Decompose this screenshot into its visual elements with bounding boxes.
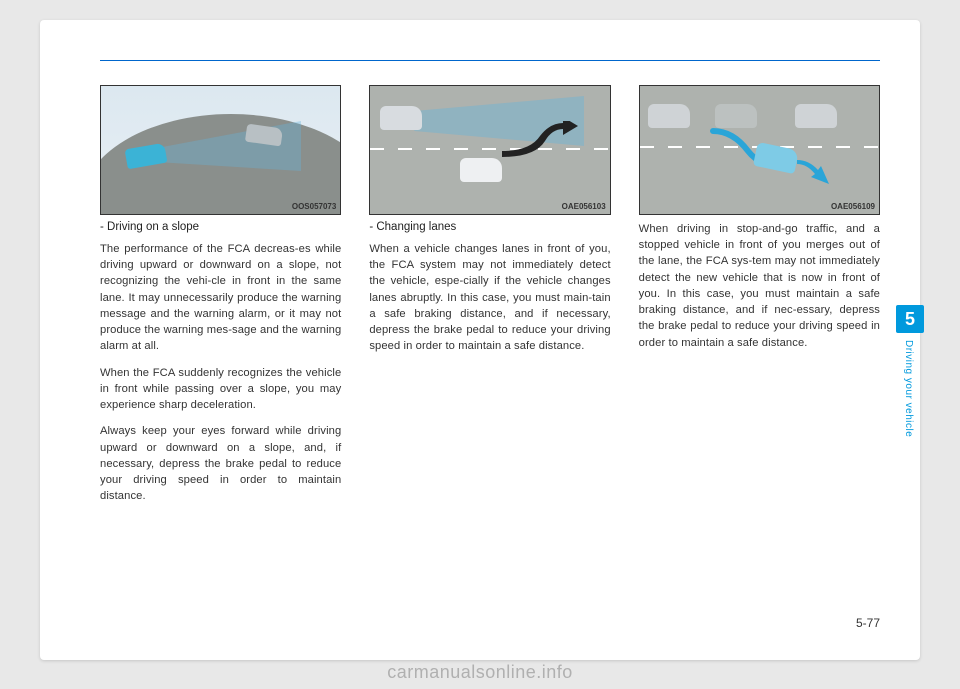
watermark: carmanualsonline.info [387,662,573,683]
chapter-label: Driving your vehicle [903,340,914,437]
header-rule [100,60,880,61]
lane-change-arrow-icon [500,121,580,161]
figure-label: OAE056103 [562,202,606,211]
paragraph: When a vehicle changes lanes in front of… [369,241,610,355]
column-3: OAE056109 When driving in stop-and-go tr… [639,85,880,515]
figure-label: OAE056109 [831,202,875,211]
paragraph: Always keep your eyes forward while driv… [100,423,341,504]
figure-stop-and-go: OAE056109 [639,85,880,215]
figure-label: OOS057073 [292,202,336,211]
section-heading: - Driving on a slope [100,221,341,233]
column-2: OAE056103 - Changing lanes When a vehicl… [369,85,610,515]
content-columns: OOS057073 - Driving on a slope The perfo… [100,85,880,515]
figure-lanes: OAE056103 [369,85,610,215]
chapter-tab: 5 [896,305,924,333]
figure-slope: OOS057073 [100,85,341,215]
column-1: OOS057073 - Driving on a slope The perfo… [100,85,341,515]
manual-page: OOS057073 - Driving on a slope The perfo… [40,20,920,660]
paragraph: When driving in stop-and-go traffic, and… [639,221,880,351]
page-number: 5-77 [856,616,880,630]
merge-arrow-icon [795,158,835,189]
paragraph: When the FCA suddenly recognizes the veh… [100,365,341,414]
paragraph: The performance of the FCA decreas-es wh… [100,241,341,355]
section-heading: - Changing lanes [369,221,610,233]
